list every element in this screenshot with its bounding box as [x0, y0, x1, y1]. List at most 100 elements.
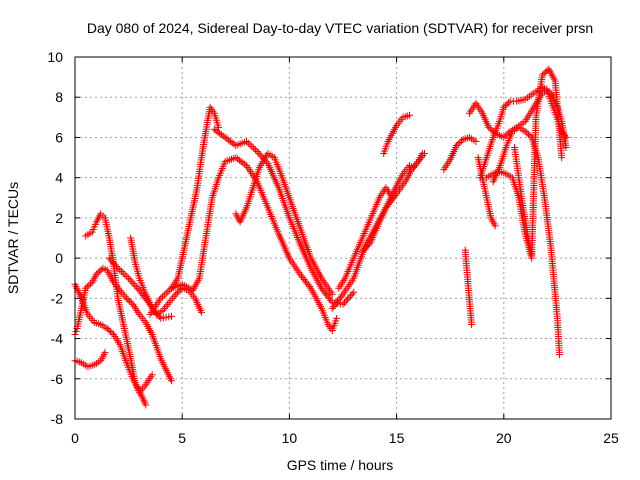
y-tick-label: 8 — [55, 89, 63, 105]
data-point — [72, 328, 80, 335]
data-point — [154, 311, 162, 319]
data-point — [212, 127, 220, 135]
data-point — [128, 278, 136, 286]
data-point — [453, 142, 461, 149]
data-point — [168, 377, 175, 385]
data-point — [228, 139, 236, 147]
data-point — [226, 138, 234, 145]
data-point — [333, 314, 341, 322]
data-point — [501, 102, 509, 110]
y-tick-label: 0 — [55, 250, 63, 266]
data-point — [364, 241, 372, 249]
x-tick-label: 5 — [178, 430, 186, 446]
data-point — [341, 299, 348, 307]
data-point — [500, 103, 508, 111]
data-point — [456, 139, 464, 146]
data-point — [345, 294, 353, 301]
data-point — [458, 137, 465, 145]
data-point — [334, 297, 342, 305]
data-point — [234, 155, 242, 163]
data-point — [486, 125, 494, 133]
data-point — [241, 160, 249, 168]
data-point — [406, 111, 413, 119]
data-point — [523, 129, 531, 137]
data-point — [542, 68, 550, 76]
data-point — [540, 70, 548, 78]
series-arc2 — [71, 280, 150, 409]
data-point — [157, 294, 165, 302]
series-arc21 — [474, 154, 499, 230]
data-point — [108, 329, 116, 337]
data-point — [230, 140, 238, 148]
data-point — [319, 286, 327, 294]
data-point — [83, 283, 91, 291]
data-point — [85, 281, 93, 289]
y-tick-label: 4 — [55, 170, 63, 186]
data-point — [216, 129, 224, 137]
data-point — [221, 133, 229, 141]
x-tick-label: 15 — [389, 430, 405, 446]
data-point — [106, 328, 114, 335]
data-point — [255, 149, 263, 157]
data-point — [556, 351, 563, 359]
data-point — [105, 254, 113, 262]
data-point — [253, 148, 261, 155]
data-point — [218, 131, 225, 139]
data-point — [562, 144, 570, 151]
data-point — [155, 313, 163, 321]
data-point — [126, 297, 134, 305]
axis-ticks: 0 5 10 15 20 25 -8 -6 -4 -2 0 2 4 6 8 10 — [47, 49, 619, 446]
data-point — [110, 259, 118, 267]
data-point — [248, 143, 256, 150]
x-tick-label: 20 — [496, 430, 512, 446]
data-point — [528, 250, 536, 258]
data-point — [168, 312, 175, 320]
data-point — [360, 246, 368, 254]
series-arc14 — [380, 111, 413, 157]
data-point — [326, 295, 334, 303]
data-point — [164, 288, 172, 296]
data-point — [472, 138, 480, 145]
data-point — [244, 139, 252, 147]
data-point — [82, 284, 90, 292]
data-point — [302, 277, 309, 285]
chart-title: Day 080 of 2024, Sidereal Day-to-day VTE… — [87, 20, 593, 36]
data-point — [239, 159, 247, 167]
data-point — [142, 401, 150, 409]
data-point — [92, 270, 100, 278]
data-point — [129, 279, 137, 287]
data-point — [162, 289, 170, 297]
y-tick-label: -6 — [51, 371, 64, 387]
series-arc7 — [168, 103, 223, 292]
data-point — [105, 326, 113, 334]
data-point — [134, 285, 142, 293]
data-point — [328, 290, 336, 298]
data-point — [342, 297, 350, 305]
data-point — [103, 325, 111, 332]
data-point — [306, 283, 313, 290]
data-point — [101, 349, 109, 357]
data-point — [505, 99, 513, 107]
data-point — [491, 222, 499, 230]
data-point — [418, 150, 426, 157]
y-tick-label: -2 — [51, 290, 64, 306]
data-point — [500, 133, 508, 141]
data-point — [175, 287, 183, 295]
x-tick-label: 0 — [71, 430, 79, 446]
data-point — [124, 296, 132, 304]
data-point — [521, 127, 529, 135]
y-tick-label: 6 — [55, 129, 63, 145]
plot-frame — [74, 56, 612, 420]
data-point — [338, 292, 346, 300]
data-point — [127, 299, 135, 307]
data-point — [344, 295, 352, 303]
data-point — [252, 146, 259, 154]
data-point — [339, 300, 347, 308]
series-arc22 — [511, 144, 536, 258]
data-point — [358, 248, 366, 256]
data-point — [123, 273, 131, 280]
data-point — [159, 293, 166, 301]
series-arc10 — [232, 150, 336, 298]
x-tick-label: 10 — [282, 430, 298, 446]
